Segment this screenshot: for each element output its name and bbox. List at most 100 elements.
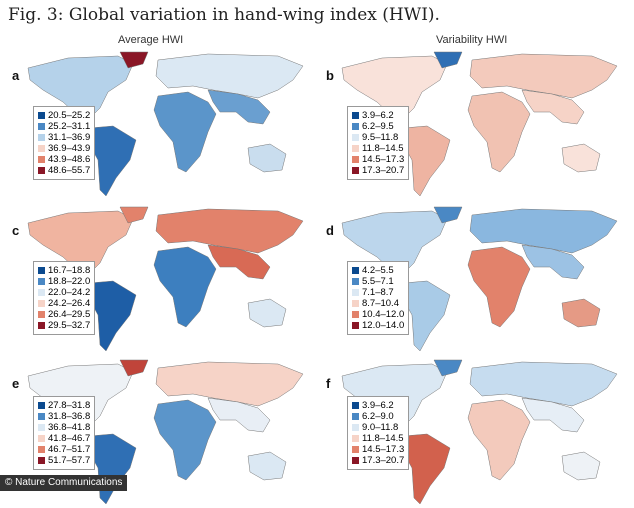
world-map xyxy=(27,51,304,197)
region-as xyxy=(207,244,271,280)
legend-item: 48.6–55.7 xyxy=(38,165,90,176)
legend-label: 4.2–5.5 xyxy=(362,265,394,276)
legend-swatch xyxy=(38,167,45,174)
region-as xyxy=(207,89,271,125)
legend-item: 6.2–9.5 xyxy=(352,121,404,132)
panel-label: c xyxy=(12,223,20,238)
legend-swatch xyxy=(38,289,45,296)
region-au xyxy=(561,143,601,173)
legend-swatch xyxy=(352,112,359,119)
legend-item: 36.9–43.9 xyxy=(38,143,90,154)
region-na xyxy=(27,55,134,121)
legend-label: 43.9–48.6 xyxy=(48,154,91,165)
region-af xyxy=(467,91,531,173)
legend-item: 36.8–41.8 xyxy=(38,422,90,433)
map-panel-d: d 4.2–5.5 5.5–7.1 7.1–8.7 8.7–10.4 10.4–12.0 1… xyxy=(322,205,622,355)
column-heading-average: Average HWI xyxy=(118,34,184,46)
world-map xyxy=(341,51,618,197)
legend-item: 46.7–51.7 xyxy=(38,444,90,455)
legend-label: 29.5–32.7 xyxy=(48,320,91,331)
legend-swatch xyxy=(352,289,359,296)
region-eu xyxy=(469,53,618,99)
legend-item: 7.1–8.7 xyxy=(352,287,404,298)
legend-label: 22.0–24.2 xyxy=(48,287,91,298)
legend-swatch xyxy=(352,300,359,307)
region-na xyxy=(27,210,134,276)
legend-item: 29.5–32.7 xyxy=(38,320,90,331)
legend-item: 8.7–10.4 xyxy=(352,298,404,309)
map-panel-a: a 20.5–25.2 25.2–31.1 31.1–36.9 36.9–43.9 43.… xyxy=(8,50,308,200)
legend-item: 11.8–14.5 xyxy=(352,433,404,444)
legend-item: 5.5–7.1 xyxy=(352,276,404,287)
legend-label: 3.9–6.2 xyxy=(362,400,394,411)
legend-swatch xyxy=(38,446,45,453)
region-au xyxy=(247,143,287,173)
legend-swatch xyxy=(352,435,359,442)
legend-item: 22.0–24.2 xyxy=(38,287,90,298)
map-panel-e: e 27.8–31.8 31.8–36.8 36.8–41.8 41.8–46.7 46.… xyxy=(8,358,308,508)
panel-label: e xyxy=(12,376,20,391)
region-au xyxy=(561,298,601,328)
region-eu xyxy=(155,208,304,254)
legend-label: 12.0–14.0 xyxy=(362,320,405,331)
region-gr xyxy=(119,206,149,224)
legend-item: 6.2–9.0 xyxy=(352,411,404,422)
legend-item: 11.8–14.5 xyxy=(352,143,404,154)
legend-swatch xyxy=(38,123,45,130)
legend-item: 10.4–12.0 xyxy=(352,309,404,320)
legend: 27.8–31.8 31.8–36.8 36.8–41.8 41.8–46.7 46.7… xyxy=(33,396,96,470)
legend-label: 14.5–17.3 xyxy=(362,444,405,455)
legend-item: 20.5–25.2 xyxy=(38,110,90,121)
legend-item: 31.1–36.9 xyxy=(38,132,90,143)
legend-swatch xyxy=(38,267,45,274)
legend-item: 41.8–46.7 xyxy=(38,433,90,444)
legend-label: 46.7–51.7 xyxy=(48,444,91,455)
legend-swatch xyxy=(352,278,359,285)
legend-item: 3.9–6.2 xyxy=(352,110,404,121)
legend-item: 27.8–31.8 xyxy=(38,400,90,411)
legend-label: 25.2–31.1 xyxy=(48,121,91,132)
legend-label: 24.2–26.4 xyxy=(48,298,91,309)
legend-item: 14.5–17.3 xyxy=(352,154,404,165)
legend-swatch xyxy=(38,134,45,141)
legend-item: 17.3–20.7 xyxy=(352,165,404,176)
region-na xyxy=(341,210,448,276)
region-as xyxy=(521,89,585,125)
legend-item: 24.2–26.4 xyxy=(38,298,90,309)
region-na xyxy=(341,55,448,121)
legend-swatch xyxy=(38,300,45,307)
legend-label: 36.8–41.8 xyxy=(48,422,91,433)
legend-swatch xyxy=(352,123,359,130)
legend-item: 31.8–36.8 xyxy=(38,411,90,422)
legend-label: 11.8–14.5 xyxy=(362,433,404,444)
legend-label: 11.8–14.5 xyxy=(362,143,404,154)
region-as xyxy=(207,397,271,433)
legend-item: 14.5–17.3 xyxy=(352,444,404,455)
legend-swatch xyxy=(352,322,359,329)
region-gr xyxy=(433,51,463,69)
legend-label: 6.2–9.5 xyxy=(362,121,394,132)
legend-swatch xyxy=(38,311,45,318)
legend-swatch xyxy=(38,278,45,285)
region-af xyxy=(467,246,531,328)
legend-swatch xyxy=(38,435,45,442)
legend-item: 26.4–29.5 xyxy=(38,309,90,320)
legend-label: 16.7–18.8 xyxy=(48,265,91,276)
region-eu xyxy=(155,361,304,407)
legend-swatch xyxy=(38,424,45,431)
legend-item: 9.5–11.8 xyxy=(352,132,404,143)
legend-label: 3.9–6.2 xyxy=(362,110,394,121)
region-gr xyxy=(433,359,463,377)
legend: 4.2–5.5 5.5–7.1 7.1–8.7 8.7–10.4 10.4–12.0 12… xyxy=(347,261,410,335)
legend-label: 6.2–9.0 xyxy=(362,411,394,422)
region-gr xyxy=(119,359,149,377)
legend-swatch xyxy=(352,134,359,141)
legend-swatch xyxy=(352,267,359,274)
world-map xyxy=(27,206,304,352)
panel-label: b xyxy=(326,68,334,83)
legend-label: 26.4–29.5 xyxy=(48,309,91,320)
legend-item: 16.7–18.8 xyxy=(38,265,90,276)
legend-swatch xyxy=(38,413,45,420)
legend-label: 31.8–36.8 xyxy=(48,411,91,422)
legend-label: 8.7–10.4 xyxy=(362,298,399,309)
